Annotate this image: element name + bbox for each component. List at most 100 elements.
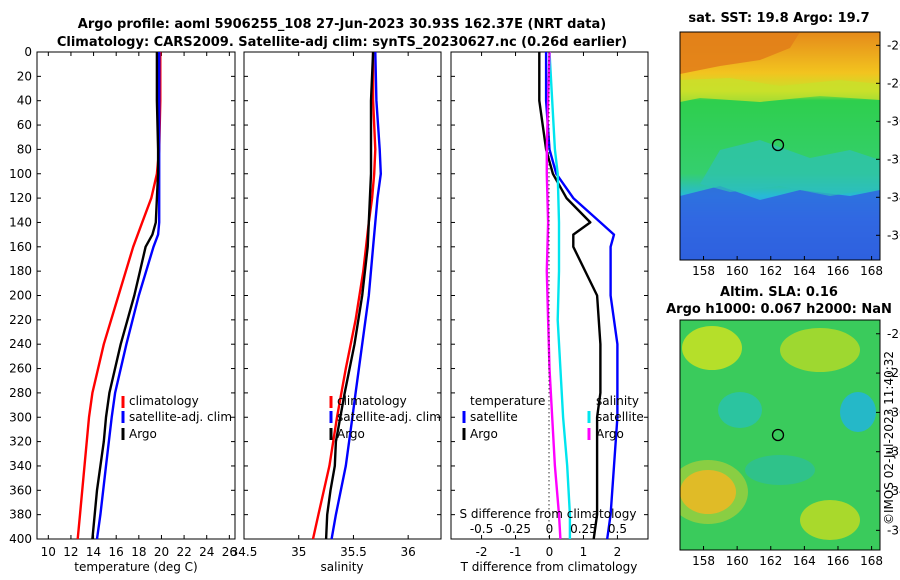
x-tick-label: 2 — [614, 545, 622, 559]
temperature-xlabel: temperature (deg C) — [74, 560, 197, 574]
x-tick-label: 1 — [580, 545, 588, 559]
sla-teal-1 — [718, 392, 762, 428]
depth-tick-label: 220 — [9, 313, 32, 327]
depth-tick-label: 340 — [9, 459, 32, 473]
legend-satellite-label: satellite-adj. clim — [337, 410, 441, 424]
s-tick-label: -0.25 — [500, 522, 531, 536]
x-tick-label: 35 — [291, 545, 306, 559]
depth-axis: 0 20 40 60 80 100 120 140 160 180 200 220 240 260 280 3… — [9, 45, 648, 546]
temperature-x-axis: 10 12 14 16 18 20 22 24 26 — [41, 52, 237, 559]
sla-map-title-2: Argo h1000: 0.067 h2000: NaN — [666, 302, 892, 317]
x-tick-label: -2 — [476, 545, 488, 559]
map-x-tick-label: 166 — [827, 264, 850, 278]
map-x-tick-label: 162 — [759, 554, 782, 568]
legend-argo-label: Argo — [337, 427, 365, 441]
legend-climatology-label: climatology — [337, 394, 407, 408]
depth-tick-label: 280 — [9, 386, 32, 400]
map-y-tick-label: -26 — [887, 38, 900, 52]
sla-yellow-3 — [680, 460, 748, 524]
x-tick-label: 10 — [41, 545, 56, 559]
map-y-tick-label: -28 — [887, 366, 900, 380]
title-line-2: Climatology: CARS2009. Satellite-adj cli… — [57, 35, 627, 50]
title-line-1: Argo profile: aoml 5906255_108 27-Jun-20… — [78, 17, 606, 32]
sst-cool-patch — [680, 186, 880, 260]
map-x-tick-label: 160 — [726, 264, 749, 278]
map-y-tick-label: -36 — [887, 523, 900, 537]
legend-salinity-title: salinity — [596, 394, 639, 408]
map-y-tick-label: -30 — [887, 405, 900, 419]
sla-x-axis: 158 160 162 164 166 168 — [692, 546, 883, 568]
x-tick-label: 22 — [176, 545, 191, 559]
series-salinity-argo — [545, 51, 562, 540]
difference-x-axis: -2 -1 0 1 2 — [476, 52, 622, 559]
legend-satellite-label: satellite-adj. clim — [129, 410, 232, 424]
x-tick-label: 35.5 — [340, 545, 367, 559]
sla-map-frame — [679, 319, 881, 551]
x-tick-label: 36 — [401, 545, 416, 559]
map-x-tick-label: 164 — [793, 554, 816, 568]
series-salinity-satellite — [548, 51, 572, 539]
sla-yellow-2 — [780, 328, 860, 372]
map-y-tick-label: -34 — [887, 190, 900, 204]
depth-tick-label: 120 — [9, 191, 32, 205]
depth-tick-label: 100 — [9, 167, 32, 181]
s-tick-label: -0.5 — [470, 522, 493, 536]
series-argo — [324, 51, 375, 540]
s-difference-ticks: -0.5 -0.25 0 0.25 0.5 — [470, 522, 627, 536]
depth-tick-label: 20 — [17, 69, 32, 83]
map-x-tick-label: 164 — [793, 264, 816, 278]
depth-tick-label: 60 — [17, 118, 32, 132]
legend-climatology-label: climatology — [129, 394, 199, 408]
difference-xlabel: T difference from climatology — [460, 560, 638, 574]
map-x-tick-label: 168 — [860, 264, 883, 278]
sla-map-title-1: Altim. SLA: 0.16 — [720, 285, 838, 300]
sst-map — [680, 32, 880, 260]
series-temperature-argo — [538, 52, 602, 540]
map-y-tick-label: -28 — [887, 76, 900, 90]
salinity-legend: climatology satellite-adj. clim Argo — [329, 394, 441, 441]
salinity-panel-frame — [243, 51, 442, 540]
x-tick-label: 0 — [546, 545, 554, 559]
series-satellite-adj-clim — [95, 52, 161, 540]
sla-y-axis: -26 -28 -30 -32 -34 -36 — [876, 327, 900, 537]
s-tick-label: 0.25 — [570, 522, 597, 536]
depth-tick-label: 300 — [9, 410, 32, 424]
legend-temp-argo-label: Argo — [470, 427, 498, 441]
temperature-panel-frame — [36, 51, 236, 540]
sla-teal-2 — [840, 392, 876, 432]
sla-yellow-1 — [682, 326, 742, 370]
difference-panel-frame — [450, 51, 649, 540]
sst-map-frame — [679, 31, 881, 261]
depth-tick-label: 180 — [9, 264, 32, 278]
depth-tick-label: 360 — [9, 483, 32, 497]
x-tick-label: 16 — [109, 545, 124, 559]
depth-tick-label: 160 — [9, 240, 32, 254]
x-tick-label: 20 — [154, 545, 169, 559]
series-climatology — [76, 52, 162, 540]
sst-y-axis: -26 -28 -30 -32 -34 -36 — [876, 38, 900, 242]
series-temperature-satellite — [544, 52, 619, 540]
legend-sal-satellite-label: satellite — [596, 410, 644, 424]
series-satellite-adj-clim — [330, 51, 382, 540]
sla-yellow-4 — [800, 500, 860, 540]
depth-tick-label: 200 — [9, 289, 32, 303]
legend-temp-satellite-label: satellite — [470, 410, 518, 424]
series-climatology — [311, 52, 377, 540]
x-tick-label: 24 — [199, 545, 214, 559]
profile-lines — [76, 51, 619, 540]
map-y-tick-label: -32 — [887, 445, 900, 459]
sla-argo-marker — [771, 428, 785, 442]
map-x-tick-label: 162 — [759, 264, 782, 278]
s-difference-label: S difference from climatology — [460, 507, 637, 521]
map-x-tick-label: 168 — [860, 554, 883, 568]
s-tick-label: 0 — [546, 522, 554, 536]
map-x-tick-label: 160 — [726, 554, 749, 568]
sla-teal-3 — [745, 455, 815, 485]
series-argo — [91, 52, 160, 540]
x-tick-label: 26 — [222, 545, 237, 559]
depth-tick-label: 140 — [9, 215, 32, 229]
map-y-tick-label: -30 — [887, 114, 900, 128]
depth-tick-label: 260 — [9, 362, 32, 376]
map-y-tick-label: -32 — [887, 152, 900, 166]
